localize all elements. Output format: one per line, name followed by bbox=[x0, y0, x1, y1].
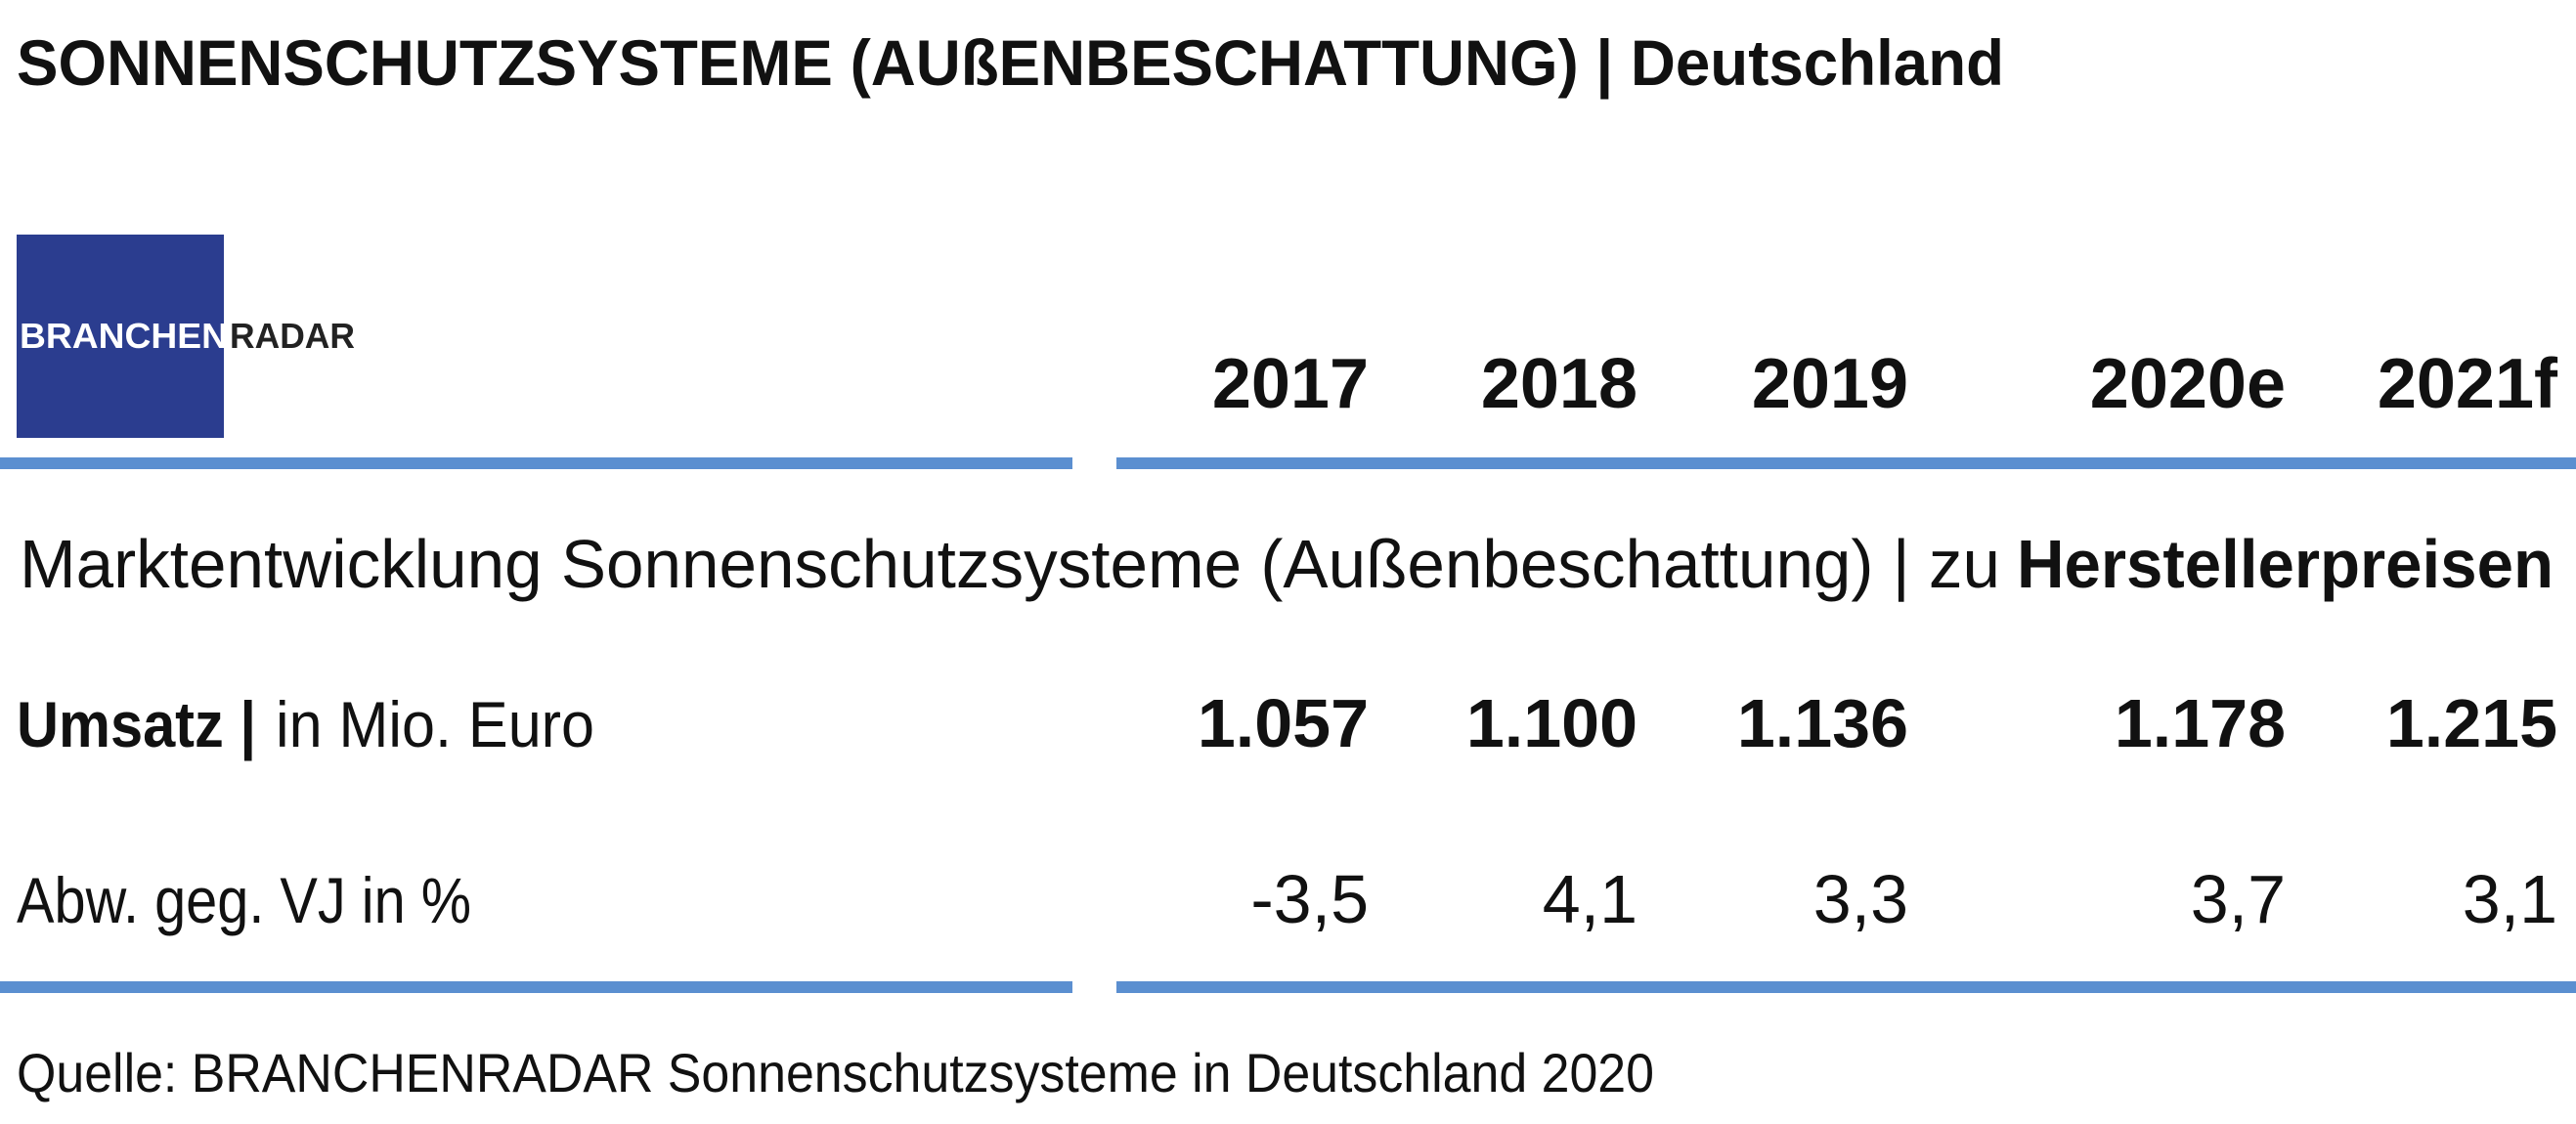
cell: 1.178 bbox=[2115, 685, 2286, 761]
subtitle-emphasis: Herstellerpreisen bbox=[2017, 526, 2554, 602]
cell: -3,5 bbox=[1250, 861, 1369, 937]
cell: 1.100 bbox=[1466, 685, 1637, 761]
row-unit: in Mio. Euro bbox=[276, 688, 594, 760]
logo-text: RADAR bbox=[230, 316, 355, 356]
title: SONNENSCHUTZSYSTEME (AUßENBESCHATTUNG) |… bbox=[17, 26, 2004, 101]
table-cells: 1.057 1.100 1.136 1.178 1.215 -3,5 4,1 3,3 3,7 3,… bbox=[1198, 685, 2557, 937]
row-label: Abw. geg. VJ in % bbox=[17, 864, 471, 936]
column-header: 2020e bbox=[2090, 345, 2286, 423]
column-header: 2017 bbox=[1212, 345, 1369, 423]
row-label: Umsatz | bbox=[17, 688, 256, 762]
divider bbox=[0, 981, 1072, 993]
logo-text: BRANCHEN bbox=[20, 316, 228, 356]
cell: 3,1 bbox=[2463, 861, 2557, 937]
column-header: 2019 bbox=[1752, 345, 1908, 423]
logo-box bbox=[17, 235, 224, 438]
column-header: 2021f bbox=[2378, 345, 2558, 423]
cell: 3,3 bbox=[1813, 861, 1908, 937]
cell: 1.215 bbox=[2386, 685, 2557, 761]
divider bbox=[1116, 457, 2576, 469]
cell: 1.057 bbox=[1198, 685, 1369, 761]
source: Quelle: BRANCHENRADAR Sonnenschutzsystem… bbox=[17, 1042, 1654, 1103]
divider bbox=[1116, 981, 2576, 993]
divider bbox=[0, 457, 1072, 469]
column-headers: 2017 2018 2019 2020e 2021f bbox=[1212, 345, 2558, 423]
cell: 3,7 bbox=[2191, 861, 2286, 937]
subtitle: Marktentwicklung Sonnenschutzsysteme (Au… bbox=[20, 526, 2000, 602]
cell: 4,1 bbox=[1543, 861, 1637, 937]
cell: 1.136 bbox=[1737, 685, 1908, 761]
column-header: 2018 bbox=[1481, 345, 1637, 423]
